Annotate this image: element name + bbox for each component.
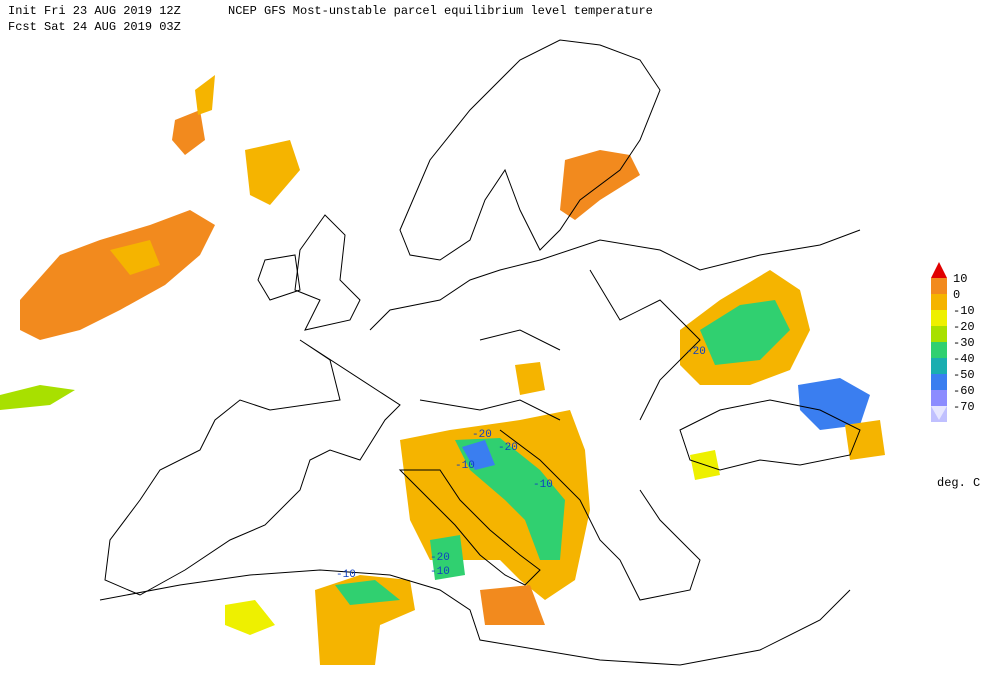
coastline [679, 399, 861, 471]
contour-label: -10 [455, 460, 475, 472]
contour-label: -20 [686, 346, 706, 358]
legend-label: -70 [953, 400, 975, 414]
legend-arrow-top [931, 262, 947, 278]
legend-swatch [931, 374, 947, 390]
legend-label: -20 [953, 320, 975, 334]
legend-swatch [931, 358, 947, 374]
field-patch [700, 300, 790, 365]
field-patch [110, 240, 160, 275]
field-patch [172, 110, 205, 155]
field-patch [480, 585, 545, 625]
coastline [99, 569, 851, 666]
legend-swatch [931, 326, 947, 342]
contour-label: -20 [498, 442, 518, 454]
field-patch [515, 362, 545, 395]
legend-swatch [931, 390, 947, 406]
legend-label: -30 [953, 336, 975, 350]
coastline [294, 214, 361, 331]
coastline [499, 429, 701, 601]
legend: deg. C 10 0 -10 -20 -30 -40 -50 -60 -70 [931, 262, 980, 490]
contour-label: -20 [472, 429, 492, 441]
legend-label: 10 [953, 272, 967, 286]
legend-swatch [931, 278, 947, 294]
map-title: NCEP GFS Most-unstable parcel equilibriu… [228, 4, 653, 18]
coastline [257, 254, 301, 301]
contour-labels: -20 -20 -10 -20 -10 -20 -10 -10 [336, 346, 706, 581]
legend-arrow-bottom [931, 406, 947, 420]
shaded-fields [0, 75, 885, 665]
coastline [104, 339, 401, 596]
legend-swatch [931, 342, 947, 358]
legend-label: -40 [953, 352, 975, 366]
contour-label: -10 [430, 566, 450, 578]
coastline [369, 229, 861, 331]
field-patch [335, 580, 400, 605]
contour-label: -20 [430, 552, 450, 564]
border [419, 269, 701, 421]
field-patch [798, 378, 870, 430]
legend-swatch [931, 294, 947, 310]
legend-label: 0 [953, 288, 960, 302]
coastline [399, 39, 661, 261]
forecast-time: Fcst Sat 24 AUG 2019 03Z [8, 20, 181, 34]
field-patch [455, 438, 565, 560]
field-patch [245, 140, 300, 205]
field-patch [20, 210, 215, 340]
coastline [398, 469, 541, 586]
field-patch [430, 535, 465, 580]
field-patch [0, 385, 75, 410]
legend-label: -60 [953, 384, 975, 398]
field-patch [225, 600, 275, 635]
field-patch [845, 420, 885, 460]
legend-label: -10 [953, 304, 975, 318]
field-patch [195, 75, 215, 115]
contour-label: -10 [336, 569, 356, 581]
contour-label: -10 [533, 479, 553, 491]
legend-units: deg. C [937, 476, 980, 490]
legend-swatch [931, 310, 947, 326]
legend-label: -50 [953, 368, 975, 382]
coastlines [99, 39, 861, 666]
init-time: Init Fri 23 AUG 2019 12Z [8, 4, 181, 18]
field-patch [462, 440, 495, 470]
